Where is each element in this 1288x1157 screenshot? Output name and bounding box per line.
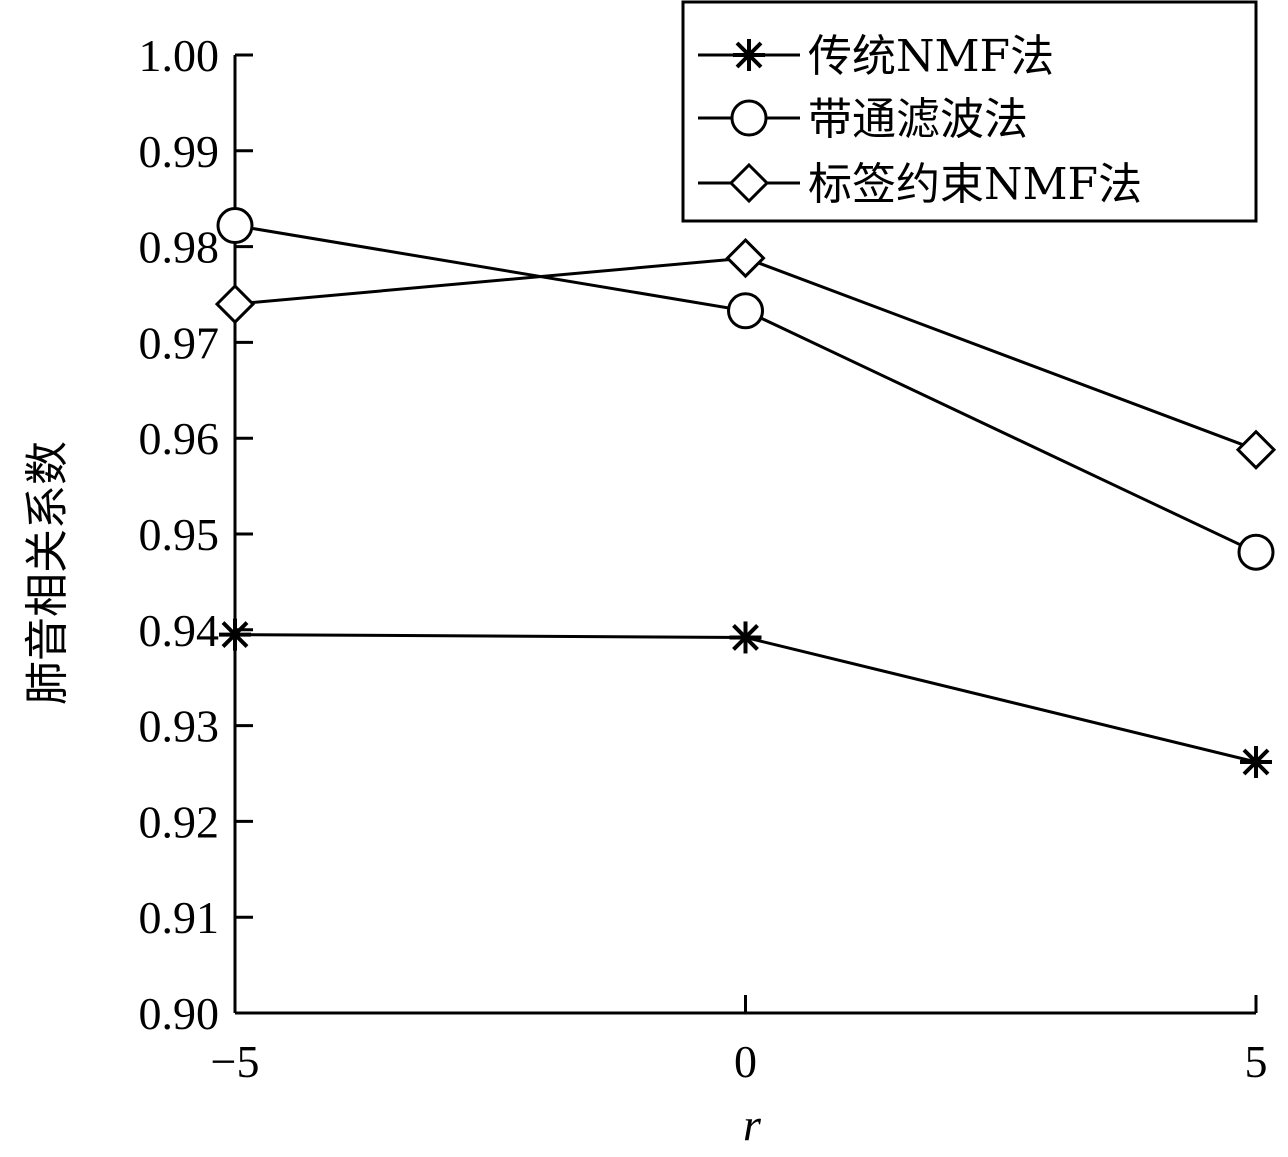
asterisk-marker-stroke: [732, 624, 759, 651]
data-point: [1235, 429, 1277, 470]
diamond-marker-shape: [728, 162, 770, 204]
diamond-marker-shape: [725, 237, 766, 279]
x-tick-label: 0: [734, 1036, 757, 1087]
y-tick-label: 0.93: [139, 701, 220, 752]
asterisk-marker-stroke: [735, 41, 763, 69]
y-tick-label: 0.91: [139, 892, 220, 943]
legend-label: 带通滤波法: [808, 94, 1028, 145]
y-tick-label: 1.00: [139, 30, 220, 81]
circle-marker-shape: [216, 207, 254, 245]
series-line: [234, 633, 1257, 764]
data-point: [219, 618, 251, 651]
y-tick-label: 0.90: [139, 988, 220, 1039]
diamond-marker-shape: [1235, 429, 1277, 470]
legend-marker: [728, 162, 770, 204]
data-point: [725, 237, 766, 279]
legend-label: 传统NMF法: [808, 31, 1054, 82]
data-point: [727, 292, 764, 330]
data-point: [214, 283, 256, 325]
y-axis-title: 肺音相关系数: [22, 441, 73, 705]
asterisk-marker-stroke: [221, 621, 249, 649]
series-line: [234, 256, 1257, 452]
asterisk-marker-stroke: [1242, 748, 1270, 776]
series-layer: [214, 207, 1277, 779]
legend-item: 带通滤波法: [698, 94, 1028, 145]
legend-item: 标签约束NMF法: [698, 159, 1142, 210]
y-tick-label: 0.96: [139, 413, 220, 464]
data-point: [1237, 533, 1275, 571]
diamond-marker-shape: [214, 283, 256, 325]
data-point: [1240, 746, 1272, 779]
series-asterisk: [219, 618, 1272, 779]
legend-label: 标签约束NMF法: [808, 159, 1142, 210]
y-tick-label: 0.97: [139, 317, 220, 368]
y-tick-label: 0.98: [139, 222, 220, 273]
axes: 0.90 0.91 0.92 0.93 0.94 0.95 0.96 0.97 0.98 0.99…: [22, 30, 1268, 1150]
circle-marker-shape: [727, 292, 764, 330]
x-tick-label: 5: [1245, 1036, 1268, 1087]
data-point: [729, 621, 762, 654]
x-axis-title: r: [743, 1099, 762, 1150]
series-diamond: [214, 237, 1277, 470]
data-point: [216, 207, 254, 245]
x-tick-label: −5: [211, 1036, 260, 1087]
circle-marker-shape: [1237, 533, 1275, 571]
legend-item: 传统NMF法: [698, 31, 1054, 82]
legend-marker: [730, 99, 768, 137]
y-tick-label: 0.94: [139, 605, 220, 656]
y-tick-label: 0.92: [139, 796, 220, 847]
series-circle: [216, 207, 1275, 571]
y-tick-label: 0.95: [139, 509, 220, 560]
circle-marker-shape: [730, 99, 768, 137]
y-tick-label: 0.99: [139, 126, 220, 177]
legend-marker: [733, 39, 765, 71]
